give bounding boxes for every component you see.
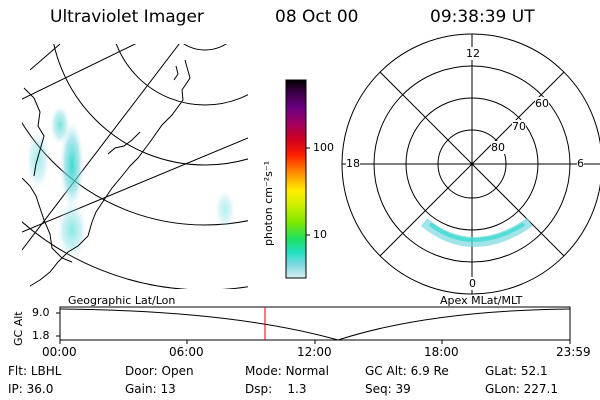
info-glon: GLon: 227.1	[485, 382, 558, 396]
lat-label-70: 70	[512, 120, 526, 133]
info-flt: Flt: LBHL	[8, 364, 62, 378]
coastline	[107, 131, 141, 155]
colorbar-tick-100: 100	[313, 141, 334, 154]
map-grid-arc	[115, 44, 248, 106]
info-seq: Seq: 39	[365, 382, 411, 396]
coastline	[23, 87, 45, 177]
aurora-patch	[50, 105, 70, 145]
time-tick-0600: 06:00	[169, 345, 204, 359]
info-glat: GLat: 52.1	[485, 364, 548, 378]
mlt-label-18: 18	[346, 157, 360, 170]
colorbar-tick-10: 10	[313, 228, 327, 241]
info-gc-alt: GC Alt: 6.9 Re	[365, 364, 449, 378]
lat-label-60: 60	[535, 97, 549, 110]
info-mode: Mode: Normal	[245, 364, 329, 378]
altitude-curve	[59, 308, 571, 341]
info-gain: Gain: 13	[125, 382, 176, 396]
map-grid-arc	[22, 121, 248, 226]
altitude-ytick-bottom: 1.8	[32, 329, 50, 342]
mlt-label-12: 12	[466, 47, 480, 60]
time-tick-1800: 18:00	[424, 345, 459, 359]
map-grid-meridian	[29, 44, 61, 71]
coastline	[29, 59, 191, 287]
altitude-ytick-top: 9.0	[32, 306, 50, 319]
aurora-patch	[215, 190, 235, 230]
time-tick-2359: 23:59	[556, 345, 591, 359]
info-dsp: Dsp: 1.3	[245, 382, 307, 396]
aurora-patch	[26, 130, 50, 190]
aurora-patch	[60, 120, 84, 210]
geographic-panel-label: Geographic Lat/Lon	[68, 294, 176, 307]
map-grid-arc	[53, 44, 248, 166]
header-time: 09:38:39 UT	[430, 7, 535, 27]
app-title: Ultraviolet Imager	[50, 7, 204, 27]
time-tick-0000: 00:00	[42, 345, 77, 359]
header-date: 08 Oct 00	[275, 7, 359, 27]
map-grid-meridian	[22, 44, 180, 251]
map-grid-meridian	[22, 44, 137, 100]
coastline	[173, 65, 179, 81]
coastline	[22, 177, 73, 263]
mlt-label-6: 6	[577, 157, 584, 170]
altitude-ylabel: GC Alt	[12, 311, 25, 346]
colorbar-gradient	[285, 79, 307, 279]
mlt-label-0: 0	[469, 277, 476, 290]
map-grid-arc	[183, 44, 227, 51]
apex-panel-label: Apex MLat/MLT	[440, 294, 523, 307]
time-tick-1200: 12:00	[297, 345, 332, 359]
info-ip: IP: 36.0	[8, 382, 54, 396]
info-door: Door: Open	[125, 364, 194, 378]
lat-label-80: 80	[491, 141, 505, 154]
